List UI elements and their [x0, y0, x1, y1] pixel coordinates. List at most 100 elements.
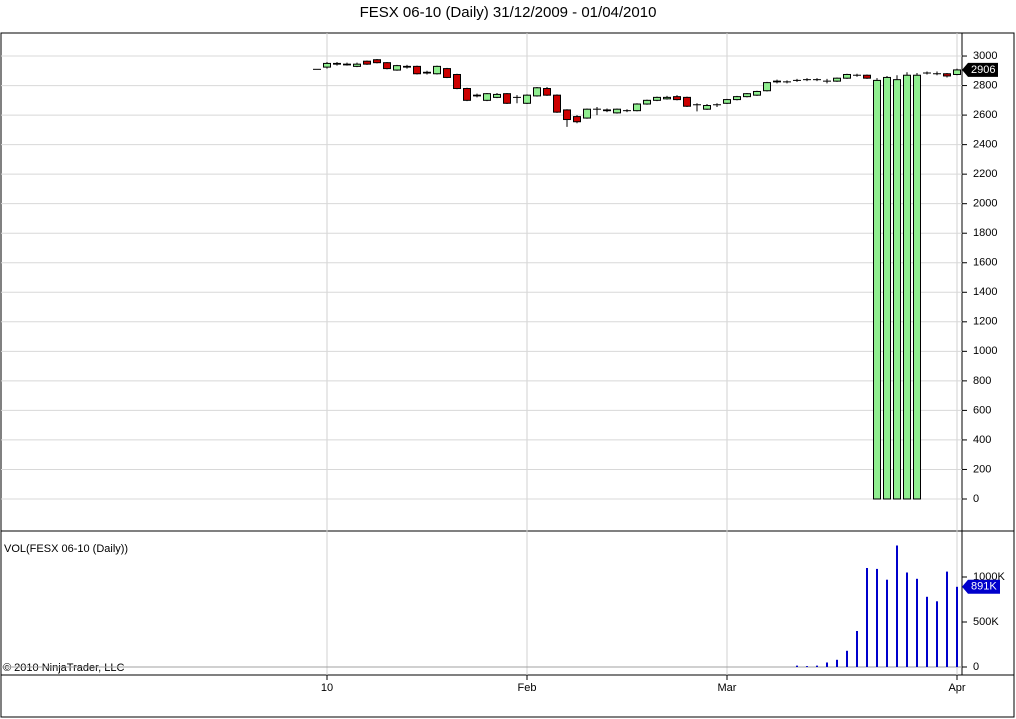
volume-bar — [896, 545, 898, 667]
candle-body — [323, 62, 331, 68]
y-tick-label: 2800 — [973, 79, 997, 91]
y-tick-label: 1200 — [973, 316, 997, 328]
candle-body — [543, 88, 551, 96]
candle-body — [473, 94, 481, 97]
volume-bar — [906, 572, 908, 667]
candle-body — [353, 63, 361, 67]
y-tick-label: 800 — [973, 375, 991, 387]
candle-body — [613, 108, 621, 114]
chart-title: FESX 06-10 (Daily) 31/12/2009 - 01/04/20… — [360, 4, 657, 21]
candle-body — [793, 79, 801, 81]
candle-body — [513, 96, 521, 98]
candle-body — [593, 108, 601, 110]
volume-bar — [836, 659, 838, 667]
candle-body — [713, 104, 721, 106]
candle-body — [753, 90, 761, 96]
candle-body — [813, 79, 821, 81]
last-volume-badge — [962, 579, 1000, 594]
y-tick-label: 0 — [973, 661, 979, 673]
x-tick-label: Mar — [718, 682, 737, 694]
y-tick-label: 0 — [973, 493, 979, 505]
candle-body — [653, 96, 661, 101]
candle-body — [643, 99, 651, 105]
candle-body — [843, 73, 851, 79]
last-volume-label: 891K — [971, 581, 997, 593]
candle-body — [363, 60, 371, 65]
candle-body — [763, 82, 771, 92]
volume-bar — [956, 586, 958, 667]
candle-body — [693, 104, 701, 106]
candle-body — [953, 69, 961, 75]
candle-body — [633, 103, 641, 112]
candle-body — [883, 76, 891, 500]
candle-body — [443, 68, 451, 78]
candle-body — [943, 73, 951, 77]
candle-body — [923, 72, 931, 74]
candle-body — [563, 109, 571, 121]
candle-body — [833, 77, 841, 82]
candle-body — [803, 79, 811, 81]
x-tick-label: Feb — [518, 682, 537, 694]
candle-body — [773, 80, 781, 83]
candle-body — [723, 99, 731, 104]
candle-body — [573, 116, 581, 123]
y-tick-label: 1800 — [973, 227, 997, 239]
candle-body — [373, 59, 381, 64]
candle-body — [733, 96, 741, 101]
candle-body — [483, 93, 491, 101]
last-price-badge — [962, 62, 998, 77]
volume-bar — [886, 579, 888, 667]
y-tick-label: 2000 — [973, 198, 997, 210]
copyright: © 2010 NinjaTrader, LLC — [3, 662, 124, 674]
candle-body — [493, 93, 501, 98]
candle-body — [533, 87, 541, 97]
y-tick-label: 2400 — [973, 139, 997, 151]
volume-bar — [946, 571, 948, 667]
volume-bar — [796, 665, 798, 667]
candle-body — [823, 80, 831, 82]
volume-bar — [936, 601, 938, 667]
volume-title: VOL(FESX 06-10 (Daily)) — [4, 543, 128, 555]
candle-body — [413, 65, 421, 75]
y-tick-label: 200 — [973, 463, 991, 475]
candle-body — [553, 94, 561, 113]
volume-bar — [876, 568, 878, 667]
candle-body — [383, 62, 391, 70]
volume-bar — [926, 596, 928, 667]
candle-body — [523, 94, 531, 104]
candle-body — [783, 81, 791, 83]
candle-body — [673, 96, 681, 101]
candle-body — [463, 88, 471, 101]
candle-body — [933, 73, 941, 75]
last-price-label: 2906 — [971, 64, 995, 76]
y-tick-label: 600 — [973, 404, 991, 416]
candle-body — [913, 74, 921, 500]
candle-body — [603, 109, 611, 112]
x-tick-label: Apr — [948, 682, 965, 694]
candle-body — [623, 110, 631, 112]
candle-body — [503, 93, 511, 104]
candle-body — [333, 62, 341, 65]
candle-body — [403, 65, 411, 68]
candle-body — [313, 68, 321, 70]
volume-bar — [816, 665, 818, 667]
volume-bar — [856, 630, 858, 667]
frame — [0, 32, 1015, 718]
volume-bar — [916, 578, 918, 667]
candle-body — [393, 65, 401, 71]
y-tick-label: 1000 — [973, 345, 997, 357]
candle-body — [863, 74, 871, 79]
candle-body — [453, 73, 461, 90]
candle-body — [583, 108, 591, 119]
candle-body — [893, 79, 901, 500]
y-tick-label: 2600 — [973, 109, 997, 121]
x-tick-label: 10 — [321, 682, 333, 694]
candle-body — [433, 65, 441, 75]
candle-body — [683, 96, 691, 107]
volume-bar — [846, 650, 848, 667]
y-tick-label: 1600 — [973, 257, 997, 269]
candle-body — [423, 71, 431, 74]
volume-bar — [826, 662, 828, 667]
